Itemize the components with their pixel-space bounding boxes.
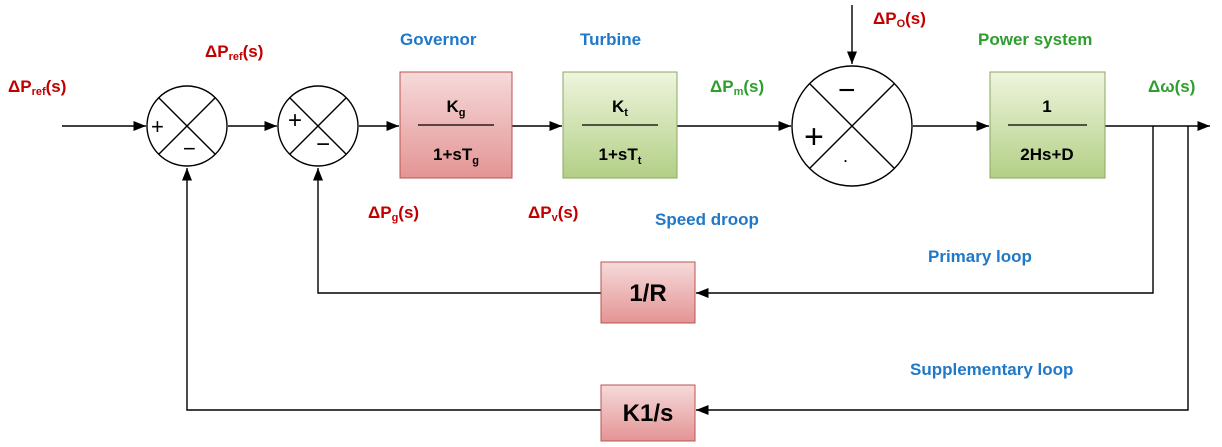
- text: (s): [558, 203, 579, 222]
- text: ref: [32, 86, 46, 98]
- junction-cross: [809, 83, 895, 169]
- sign: +: [804, 118, 824, 156]
- text: 1+sT: [433, 145, 473, 164]
- signal-label: ΔPv(s): [528, 203, 578, 224]
- sign: −: [316, 131, 330, 158]
- text: (s): [743, 77, 764, 96]
- power-system-block: 1 2Hs+D: [989, 71, 1106, 179]
- block-label: K1/s: [623, 400, 674, 427]
- text: (s): [398, 203, 419, 222]
- section-label: Governor: [400, 30, 477, 49]
- junction: + −: [146, 85, 228, 167]
- section-label: Speed droop: [655, 210, 759, 229]
- text: (s): [243, 42, 264, 61]
- junction-cross: [158, 97, 216, 155]
- turbine-block: Kt 1+sTt: [562, 71, 678, 179]
- block: [600, 384, 696, 442]
- signal-label: Δω(s): [1148, 77, 1195, 96]
- wires: [62, 5, 1210, 416]
- wire: [696, 126, 1154, 299]
- text: O: [897, 18, 906, 30]
- numerator: 1: [1042, 97, 1051, 116]
- sign: +: [151, 114, 164, 139]
- sign: .: [843, 146, 848, 166]
- sign: −: [838, 74, 856, 107]
- integral-block: K1/s: [600, 384, 696, 442]
- junction: − + .: [791, 65, 913, 187]
- signal-label: ΔPO(s): [873, 9, 926, 30]
- denominator: 1+sTg: [433, 145, 479, 167]
- droop-block: 1/R: [600, 261, 696, 324]
- text: g: [392, 212, 399, 224]
- text: ΔP: [368, 203, 392, 222]
- junction: + −: [277, 85, 359, 167]
- section-label: Primary loop: [928, 247, 1032, 266]
- denominator: 2Hs+D: [1020, 145, 1073, 164]
- text: (s): [905, 9, 926, 28]
- section-label: Power system: [978, 30, 1092, 49]
- wire: [312, 168, 601, 294]
- text: ΔP: [710, 77, 734, 96]
- wire: [696, 126, 1189, 416]
- text: g: [459, 107, 466, 119]
- section-label: Turbine: [580, 30, 641, 49]
- signal-label: ΔPref(s): [8, 77, 66, 98]
- sign: −: [183, 136, 196, 161]
- numerator: Kt: [612, 97, 628, 119]
- section-label: Supplementary loop: [910, 360, 1073, 379]
- text: K: [612, 97, 625, 116]
- text: g: [472, 155, 479, 167]
- governor-block: Kg 1+sTg: [399, 71, 513, 179]
- block: [600, 261, 696, 324]
- text: t: [624, 107, 628, 119]
- text: ΔP: [873, 9, 897, 28]
- denominator: 1+sTt: [599, 145, 642, 167]
- signal-label: ΔPm(s): [710, 77, 764, 98]
- text: K: [446, 97, 459, 116]
- sign: +: [288, 107, 302, 134]
- text: m: [734, 86, 744, 98]
- text: ΔP: [528, 203, 552, 222]
- text: ref: [229, 51, 243, 63]
- signal-label: ΔPg(s): [368, 203, 419, 224]
- text: (s): [46, 77, 67, 96]
- signal-label: ΔPref(s): [205, 42, 263, 63]
- text: ΔP: [8, 77, 32, 96]
- text: ΔP: [205, 42, 229, 61]
- wire: [181, 168, 601, 411]
- text: t: [638, 155, 642, 167]
- text: 1+sT: [599, 145, 639, 164]
- numerator: Kg: [446, 97, 465, 119]
- block-label: 1/R: [629, 280, 666, 307]
- junction-cross: [289, 97, 347, 155]
- text: v: [552, 212, 559, 224]
